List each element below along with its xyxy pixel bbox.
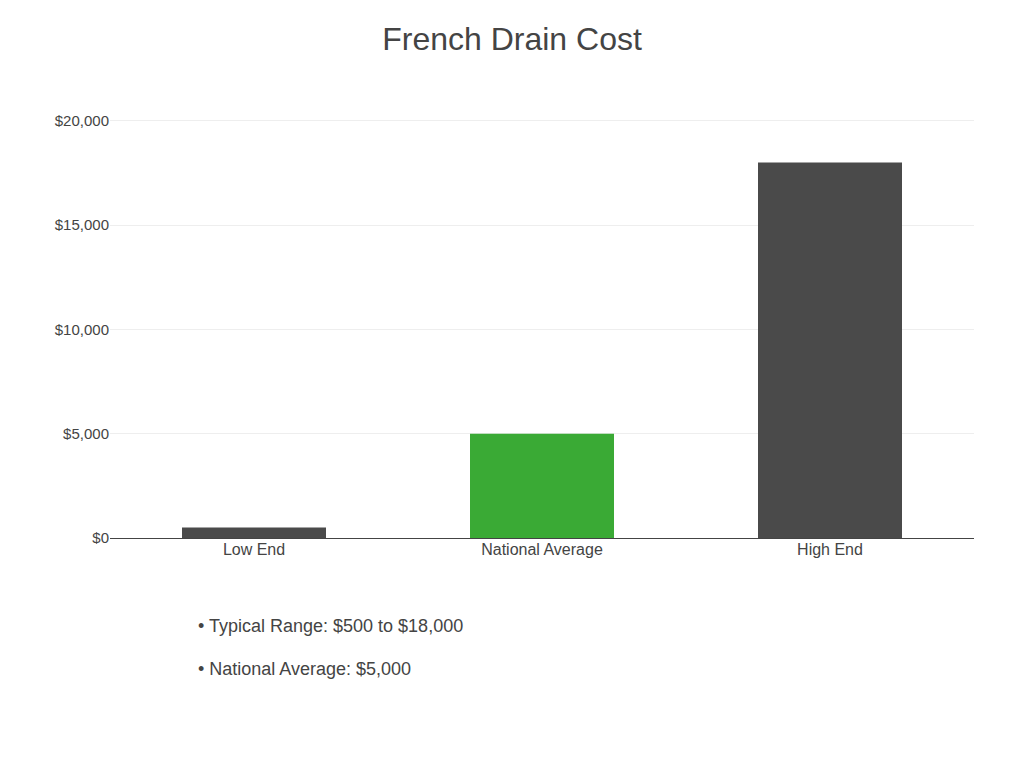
svg-text:• National Average: $5,000: • National Average: $5,000 [198,659,411,679]
svg-text:Low End: Low End [223,541,285,558]
svg-text:$5,000: $5,000 [63,425,109,442]
svg-text:French Drain Cost: French Drain Cost [382,21,642,57]
svg-text:National Average: National Average [481,541,603,558]
svg-text:$20,000: $20,000 [55,112,109,129]
svg-text:$15,000: $15,000 [55,216,109,233]
svg-text:• Typical Range: $500 to $18,0: • Typical Range: $500 to $18,000 [198,616,463,636]
svg-text:$10,000: $10,000 [55,321,109,338]
svg-text:$0: $0 [92,529,109,546]
svg-text:High End: High End [797,541,863,558]
